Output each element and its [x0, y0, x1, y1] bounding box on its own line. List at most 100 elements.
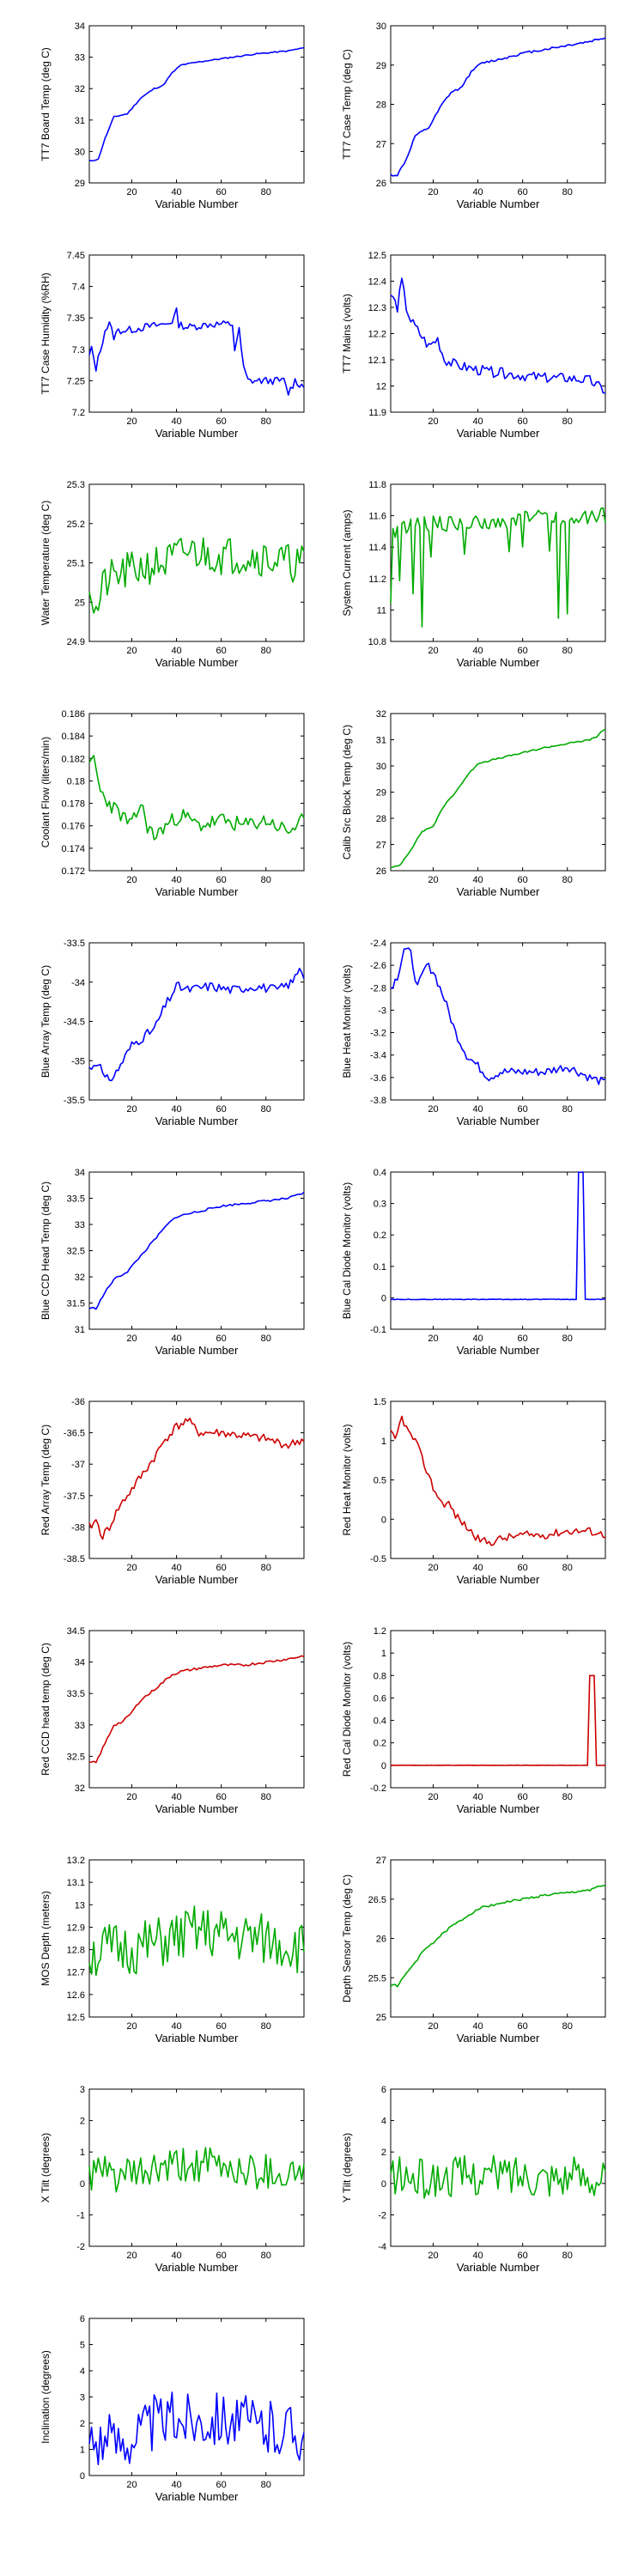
- series-line: [88, 2391, 305, 2465]
- x-tick-label: 80: [261, 1563, 271, 1573]
- y-axis-label: TT7 Board Temp (deg C): [39, 47, 52, 161]
- y-tick-label: 30: [75, 147, 85, 157]
- y-tick-label: 12.2: [368, 330, 386, 340]
- y-tick-label: 3: [80, 2085, 85, 2095]
- x-tick-label: 80: [562, 416, 573, 427]
- y-tick-label: 12.3: [368, 303, 386, 313]
- axes-frame: [88, 1630, 305, 1789]
- y-axis-label: Red Array Temp (deg C): [39, 1425, 52, 1535]
- y-tick-label: 2: [80, 2117, 85, 2127]
- chart-panel-6: 10.8 11 11.2 11.4 11.6 11.8 20 40 60 80 Variable N…: [341, 480, 606, 669]
- axes-frame: [390, 713, 606, 872]
- y-axis-label: Blue Cal Diode Monitor (volts): [341, 1182, 353, 1319]
- x-tick-label: 20: [428, 1563, 438, 1573]
- y-tick-label: 12.4: [368, 277, 386, 288]
- y-tick-label: 26: [376, 1935, 386, 1945]
- y-tick-label: -36: [71, 1397, 85, 1407]
- x-axis-label: Variable Number: [457, 1115, 540, 1127]
- y-tick-label: 11.4: [368, 543, 386, 553]
- x-tick-label: 20: [428, 646, 438, 656]
- x-axis-label: Variable Number: [155, 1802, 239, 1815]
- y-tick-label: 27: [376, 139, 386, 149]
- y-axis-label: Blue Heat Monitor (volts): [341, 964, 353, 1078]
- y-tick-label: -34.5: [64, 1018, 85, 1028]
- y-tick-label: 13: [75, 1900, 85, 1911]
- chart-panel-9: -35.5 -35 -34.5 -34 -33.5 20 40 60 80 Variable Nu…: [39, 939, 305, 1127]
- y-tick-label: 1: [381, 1649, 386, 1659]
- axes-frame: [88, 25, 305, 184]
- y-axis-label: System Current (amps): [341, 509, 353, 616]
- x-axis-label: Variable Number: [155, 656, 239, 669]
- axes-frame: [88, 713, 305, 872]
- series-line: [390, 947, 606, 1085]
- x-axis-label: Variable Number: [457, 2032, 540, 2044]
- x-axis-label: Variable Number: [457, 885, 540, 898]
- x-axis-label: Variable Number: [155, 1115, 239, 1127]
- x-tick-label: 60: [216, 2021, 227, 2032]
- chart-panel-1: 29 30 31 32 33 34 20 40 60 80 Variable Number TT7 B…: [39, 21, 305, 210]
- x-tick-label: 20: [126, 1104, 137, 1115]
- x-tick-label: 40: [472, 1104, 483, 1115]
- axes-frame: [88, 942, 305, 1101]
- y-tick-label: 7.3: [72, 345, 85, 355]
- x-axis-label: Variable Number: [457, 1573, 540, 1586]
- x-tick-label: 20: [428, 1334, 438, 1344]
- y-tick-label: 32.5: [67, 1247, 85, 1257]
- axes-frame: [88, 1400, 305, 1559]
- chart-panel-2: 26 27 28 29 30 20 40 60 80 Variable Number TT7 Cas…: [341, 21, 606, 210]
- x-tick-label: 40: [171, 875, 181, 885]
- y-tick-label: -3.2: [370, 1029, 386, 1039]
- y-tick-label: 26.5: [368, 1895, 386, 1905]
- y-tick-label: 6: [381, 2085, 386, 2095]
- y-tick-label: 27: [376, 1856, 386, 1866]
- y-tick-label: 11.9: [368, 408, 386, 418]
- y-tick-label: 28: [376, 100, 386, 111]
- y-tick-label: 0: [381, 2179, 386, 2190]
- y-tick-label: 13.1: [67, 1878, 85, 1888]
- y-tick-label: 0: [381, 1515, 386, 1525]
- y-tick-label: 0.18: [67, 776, 85, 787]
- x-tick-label: 20: [428, 2251, 438, 2261]
- y-tick-label: 25.5: [368, 1973, 386, 1984]
- x-tick-label: 40: [171, 416, 181, 427]
- y-tick-label: 0.174: [61, 844, 85, 854]
- chart-panel-10: -3.8 -3.6 -3.4 -3.2 -3 -2.8 -2.6 -2.4 20 40 60 80 Va…: [341, 939, 606, 1127]
- axes-frame: [390, 254, 606, 413]
- y-tick-label: 4: [381, 2117, 386, 2127]
- y-tick-label: 12.8: [67, 1946, 85, 1956]
- y-tick-label: 12.7: [67, 1968, 85, 1978]
- series-line: [390, 1171, 605, 1301]
- x-tick-label: 40: [171, 646, 181, 656]
- y-tick-label: -3.4: [370, 1051, 386, 1061]
- y-tick-label: 25.2: [67, 519, 85, 530]
- y-tick-label: 31: [376, 736, 386, 746]
- y-tick-label: 13.2: [67, 1856, 85, 1866]
- y-tick-label: -34: [71, 978, 85, 988]
- x-axis-label: Variable Number: [155, 2261, 239, 2274]
- y-tick-label: 7.45: [67, 251, 85, 261]
- y-tick-label: 0.5: [374, 1476, 386, 1486]
- y-tick-label: 29: [376, 788, 386, 799]
- x-tick-label: 80: [562, 2021, 573, 2032]
- y-tick-label: 26: [376, 179, 386, 189]
- chart-panel-19: -2 -1 0 1 2 3 20 40 60 80 Variable Number X Tilt (d…: [39, 2085, 305, 2274]
- y-tick-label: 12.1: [368, 355, 386, 366]
- y-tick-label: 0.1: [374, 1262, 386, 1273]
- x-tick-label: 20: [126, 2251, 137, 2261]
- x-tick-label: 80: [261, 416, 271, 427]
- x-tick-label: 60: [216, 1563, 227, 1573]
- x-tick-label: 20: [428, 187, 438, 197]
- x-tick-label: 60: [518, 1104, 528, 1115]
- chart-panel-13: -38.5 -38 -37.5 -37 -36.5 -36 20 40 60 80 Variable…: [39, 1397, 305, 1586]
- series-line: [88, 1905, 305, 1977]
- y-tick-label: 33: [75, 1220, 85, 1230]
- y-tick-label: 1: [80, 2148, 85, 2158]
- chart-panel-4: 11.9 12 12.1 12.2 12.3 12.4 12.5 20 40 60 80 Variab…: [341, 251, 606, 440]
- y-tick-label: 0.172: [61, 866, 85, 877]
- series-line: [390, 1884, 606, 1988]
- x-axis-label: Variable Number: [155, 2490, 239, 2503]
- x-tick-label: 20: [126, 2021, 137, 2032]
- x-tick-label: 40: [171, 1104, 181, 1115]
- axes-frame: [88, 2318, 305, 2476]
- chart-panel-20: -4 -2 0 2 4 6 20 40 60 80 Variable Number Y Tilt (d…: [341, 2085, 606, 2274]
